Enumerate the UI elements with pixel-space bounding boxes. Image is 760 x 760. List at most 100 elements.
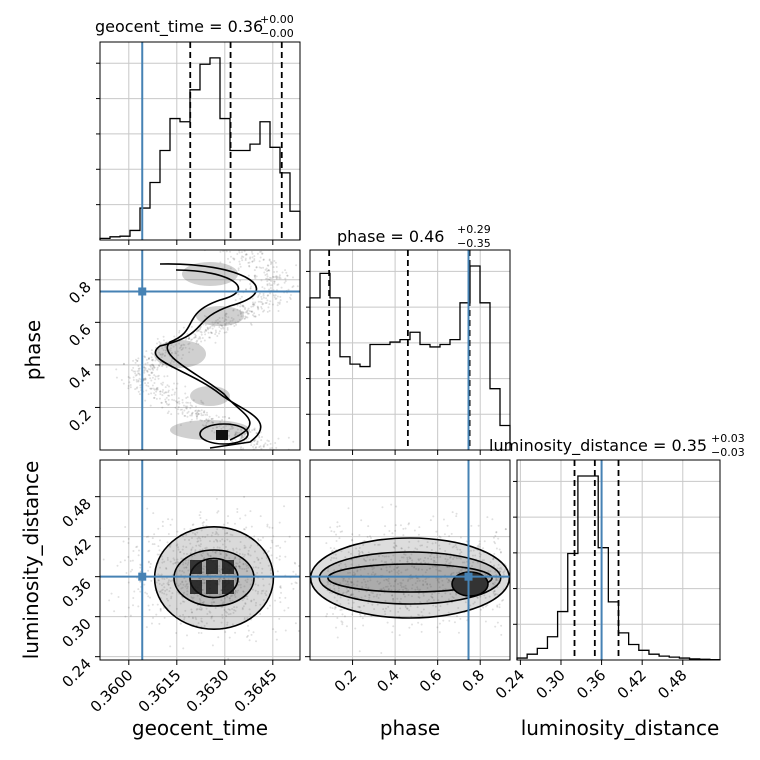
sample-point: [201, 554, 204, 557]
sample-point: [433, 561, 436, 564]
density-peak: [206, 560, 218, 574]
sample-point: [379, 588, 382, 591]
sample-point: [384, 613, 387, 616]
sample-point: [200, 608, 203, 611]
sample-point: [303, 283, 305, 285]
sample-point: [154, 359, 157, 362]
sample-point: [195, 414, 198, 417]
sample-point: [151, 363, 154, 366]
sample-point: [496, 578, 499, 581]
sample-point: [385, 560, 388, 563]
sample-point: [471, 554, 474, 557]
sample-point: [375, 595, 378, 598]
sample-point: [330, 556, 333, 559]
sample-point: [431, 596, 434, 599]
sample-point: [207, 328, 210, 331]
sample-point: [402, 593, 405, 596]
density-peak: [216, 430, 228, 440]
sample-point: [215, 531, 218, 534]
sample-point: [342, 577, 345, 580]
sample-point: [242, 562, 245, 565]
sample-point: [492, 590, 495, 593]
sample-point: [340, 567, 343, 570]
sample-point: [151, 543, 154, 546]
sample-point: [345, 625, 348, 628]
sample-point: [360, 596, 363, 599]
sample-point: [247, 629, 250, 632]
sample-point: [220, 324, 223, 327]
sample-point: [158, 549, 161, 552]
sample-point: [242, 436, 245, 439]
sample-point: [242, 311, 245, 314]
sample-point: [390, 570, 393, 573]
sample-point: [234, 590, 237, 593]
sample-point: [234, 299, 237, 302]
sample-point: [183, 571, 186, 574]
sample-point: [338, 564, 341, 567]
sample-point: [208, 610, 211, 613]
sample-point: [182, 545, 185, 548]
sample-point: [327, 570, 330, 573]
sample-point: [402, 592, 405, 595]
sample-point: [219, 420, 222, 423]
sample-point: [202, 521, 205, 524]
sample-point: [229, 599, 232, 602]
sample-point: [220, 589, 223, 592]
sample-point: [147, 569, 150, 572]
sample-point: [220, 324, 223, 327]
sample-point: [237, 565, 240, 568]
sample-point: [232, 547, 235, 550]
sample-point: [186, 333, 189, 336]
sample-point: [358, 534, 361, 537]
sample-point: [243, 546, 246, 549]
xlabel-geocent-time: geocent_time: [132, 716, 268, 740]
sample-point: [159, 390, 162, 393]
sample-point: [424, 571, 427, 574]
sample-point: [484, 605, 487, 608]
sample-point: [167, 532, 170, 535]
sample-point: [262, 296, 265, 299]
sample-point: [457, 606, 460, 609]
sample-point: [241, 436, 244, 439]
sample-point: [262, 552, 265, 555]
density-peak: [222, 560, 234, 574]
sample-point: [276, 570, 279, 573]
sample-point: [174, 343, 177, 346]
contour-inner: [166, 269, 251, 441]
sample-point: [351, 558, 354, 561]
sample-point: [347, 598, 350, 601]
sample-point: [139, 384, 142, 387]
sample-point: [199, 543, 202, 546]
sample-point: [236, 507, 239, 510]
sample-point: [289, 296, 292, 299]
sample-point: [205, 329, 208, 332]
sample-point: [210, 420, 213, 423]
sample-point: [166, 375, 169, 378]
sample-point: [162, 353, 165, 356]
sample-point: [392, 597, 395, 600]
sample-point: [162, 389, 165, 392]
sample-point: [186, 585, 189, 588]
sample-point: [182, 647, 185, 650]
sample-point: [195, 415, 198, 418]
sample-point: [350, 593, 353, 596]
sample-point: [167, 583, 170, 586]
sample-point: [127, 537, 130, 540]
sample-point: [383, 555, 386, 558]
sample-point: [262, 445, 265, 448]
sample-point: [238, 565, 241, 568]
sample-point: [392, 545, 395, 548]
sample-point: [150, 359, 153, 362]
sample-point: [152, 364, 155, 367]
sample-point: [163, 355, 166, 358]
sample-point: [254, 315, 257, 318]
sample-point: [177, 406, 180, 409]
sample-point: [233, 433, 236, 436]
sample-point: [273, 280, 276, 283]
sample-point: [482, 559, 485, 562]
sample-point: [374, 572, 377, 575]
sample-point: [414, 588, 417, 591]
sample-point: [175, 607, 178, 610]
sample-point: [213, 601, 216, 604]
sample-point: [404, 604, 407, 607]
